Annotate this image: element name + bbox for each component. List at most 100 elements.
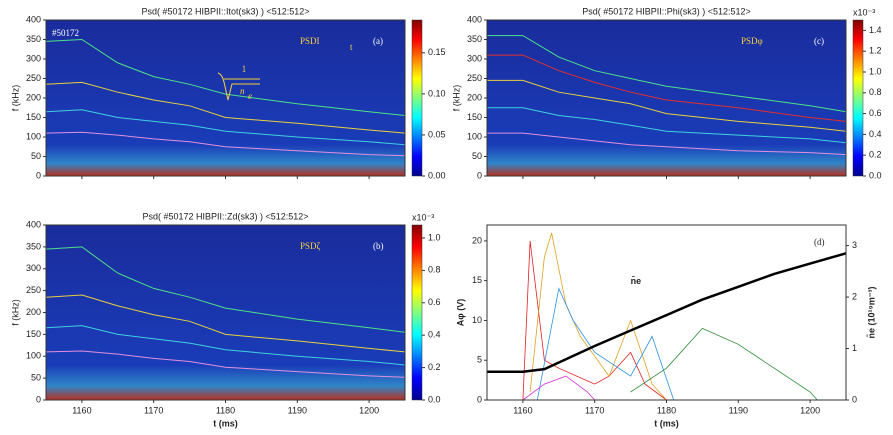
series-line bbox=[45, 294, 406, 353]
y-tick-label: 300 bbox=[26, 263, 41, 273]
colorbar bbox=[411, 19, 423, 177]
y-tick-label: 350 bbox=[467, 34, 482, 44]
series-line bbox=[45, 38, 406, 116]
colorbar-tick-label: 0.8 bbox=[869, 87, 882, 97]
colorbar-tick-label: 1.0 bbox=[428, 232, 441, 242]
series-line bbox=[45, 325, 406, 366]
y-tick-label: 250 bbox=[26, 73, 41, 83]
plot-frame bbox=[45, 224, 406, 401]
panel-letter: (a) bbox=[373, 36, 383, 46]
colorbar-tick-label: 0.0 bbox=[869, 170, 882, 180]
colorbar-tick-label: 0.2 bbox=[428, 362, 441, 372]
y-tick-label: 400 bbox=[26, 14, 41, 24]
series-line bbox=[45, 131, 406, 157]
series-line bbox=[522, 240, 667, 401]
x-axis-label: t (ms) bbox=[654, 418, 679, 428]
x-tick-label: 1190 bbox=[288, 405, 307, 415]
colorbar-tick-label: 0.15 bbox=[428, 47, 446, 57]
x-tick-label: 1170 bbox=[585, 405, 604, 415]
series-label: n̄e bbox=[631, 276, 642, 286]
y-tick-label: 300 bbox=[467, 53, 482, 63]
colorbar-tick-label: 0.6 bbox=[428, 297, 441, 307]
series-line bbox=[45, 350, 406, 378]
spectrogram-image bbox=[46, 20, 405, 176]
series-line bbox=[45, 246, 406, 333]
panel-letter: (b) bbox=[373, 241, 384, 251]
panel-header: Psd( #50172 HIBPII::Zd(sk3) ) <512:512> bbox=[142, 211, 308, 221]
y-tick-label: 0 bbox=[477, 170, 482, 180]
y2-tick-label: 1 bbox=[852, 343, 857, 353]
spectrogram-image bbox=[46, 225, 405, 400]
x-tick-label: 1170 bbox=[144, 405, 163, 415]
spectrogram-image bbox=[487, 20, 846, 176]
colorbar-tick-label: 0.10 bbox=[428, 88, 446, 98]
y-axis-label: Aφ (V) bbox=[455, 299, 465, 326]
panel-header: Psd( #50172 HIBPII::Phi(sk3) ) <512:512> bbox=[582, 6, 751, 16]
series-line bbox=[487, 107, 847, 144]
y-axis-label: f (kHz) bbox=[10, 299, 20, 326]
y-tick-label: 350 bbox=[26, 241, 41, 251]
series-line bbox=[536, 287, 675, 401]
y-tick-label: 100 bbox=[26, 131, 41, 141]
y-tick-label: 5 bbox=[477, 355, 482, 365]
y2-tick-label: 3 bbox=[852, 240, 857, 250]
y-tick-label: 20 bbox=[472, 235, 482, 245]
x-tick-label: 1180 bbox=[216, 405, 235, 415]
x-tick-label: 1180 bbox=[657, 405, 676, 415]
y-tick-label: 300 bbox=[26, 53, 41, 63]
x-tick-label: 1190 bbox=[729, 405, 748, 415]
y2-tick-label: 2 bbox=[852, 291, 857, 301]
x-tick-label: 1160 bbox=[72, 405, 91, 415]
y-tick-label: 200 bbox=[26, 92, 41, 102]
series-line bbox=[487, 54, 847, 122]
series-line bbox=[45, 109, 406, 146]
y-tick-label: 50 bbox=[472, 151, 482, 161]
colorbar-tick-label: 0.6 bbox=[869, 108, 882, 118]
x-axis-label: t (ms) bbox=[213, 418, 238, 428]
y-tick-label: 400 bbox=[26, 219, 41, 229]
y-tick-label: 100 bbox=[26, 351, 41, 361]
annotation-den-sub: e bbox=[248, 91, 252, 101]
y-tick-label: 15 bbox=[472, 275, 482, 285]
panel-letter: (d) bbox=[814, 237, 825, 247]
y2-axis-label: n̄e (10¹⁹m⁻³) bbox=[866, 286, 876, 338]
colorbar-tick-label: 0.00 bbox=[428, 170, 446, 180]
colorbar-tick-label: 1.0 bbox=[869, 66, 882, 76]
x-tick-label: 1200 bbox=[800, 405, 820, 415]
y-tick-label: 50 bbox=[31, 151, 41, 161]
y-tick-label: 0 bbox=[477, 394, 482, 404]
series-line bbox=[529, 232, 667, 401]
colorbar-tick-label: 0.05 bbox=[428, 129, 446, 139]
panel-title: PSDζ bbox=[300, 241, 321, 251]
plot-frame bbox=[45, 19, 406, 177]
series-line bbox=[45, 81, 406, 134]
y-tick-label: 150 bbox=[467, 112, 482, 122]
colorbar-tick-label: 0.0 bbox=[428, 394, 441, 404]
series-line bbox=[487, 252, 847, 373]
annotation-den: n bbox=[240, 86, 245, 96]
colorbar-tick-label: 0.8 bbox=[428, 265, 441, 275]
series-line bbox=[487, 35, 847, 113]
series-line bbox=[487, 79, 847, 132]
panel-letter: (c) bbox=[814, 36, 824, 46]
panel-title-sub: t bbox=[350, 42, 353, 52]
y2-tick-label: 0 bbox=[852, 394, 857, 404]
x-tick-label: 1160 bbox=[513, 405, 532, 415]
colorbar bbox=[852, 19, 864, 177]
series-line bbox=[522, 375, 595, 401]
y-tick-label: 200 bbox=[467, 92, 482, 102]
panel-title: PSDI bbox=[300, 36, 320, 46]
panel-header: Psd( #50172 HIBPII::Itot(sk3) ) <512:512… bbox=[141, 6, 309, 16]
panel-title: PSDφ bbox=[741, 36, 763, 46]
y-tick-label: 100 bbox=[467, 131, 482, 141]
annotation-num: 1 bbox=[242, 64, 247, 74]
colorbar-tick-label: 1.4 bbox=[869, 25, 882, 35]
y-tick-label: 250 bbox=[467, 73, 482, 83]
plot-frame bbox=[486, 19, 847, 177]
y-tick-label: 50 bbox=[31, 373, 41, 383]
radical bbox=[217, 72, 260, 101]
series-line bbox=[630, 327, 818, 401]
y-tick-label: 350 bbox=[26, 34, 41, 44]
y-tick-label: 400 bbox=[467, 14, 482, 24]
y-tick-label: 0 bbox=[36, 170, 41, 180]
